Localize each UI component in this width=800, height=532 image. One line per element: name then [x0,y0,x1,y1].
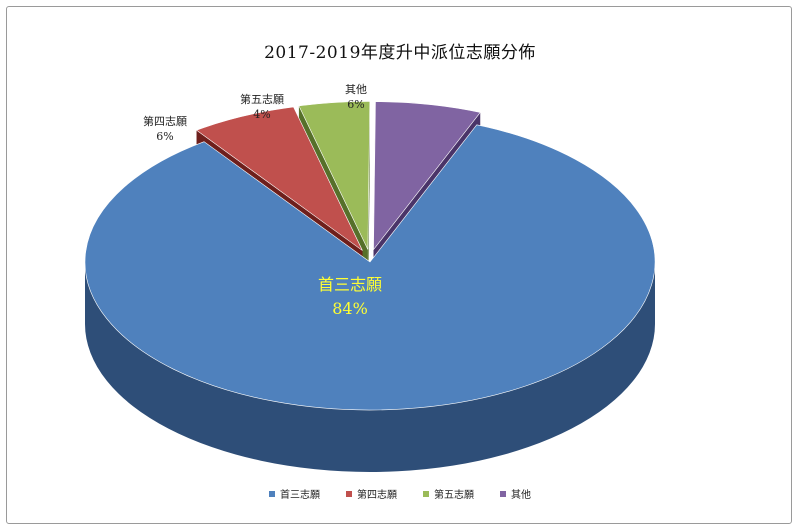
chart-title: 2017-2019年度升中派位志願分佈 [264,43,536,63]
legend-item-2: 第四志願 [346,486,397,501]
slice-label-2: 第四志願 [143,114,187,128]
slice-value-2: 6% [156,130,173,143]
legend-label: 第四志願 [357,490,397,501]
pie-slice-top [298,101,371,250]
legend-label: 第五志願 [434,490,474,501]
slice-value-4: 6% [347,98,364,111]
legend-swatch [346,490,352,497]
pie-slice-1 [84,124,656,472]
legend-item-4: 其他 [500,486,531,501]
slice-value-1: 84% [332,299,368,318]
pie-slice-top [373,101,481,251]
legend-swatch [423,490,429,497]
slice-label-4: 其他 [345,83,367,96]
legend-swatch [269,490,275,497]
pie-slice-top [195,106,363,251]
legend-item-1: 首三志願 [269,486,320,501]
slice-label-3: 第五志願 [240,92,284,106]
slice-label-1: 首三志願 [318,275,382,294]
legend-swatch [500,490,506,497]
legend-item-3: 第五志願 [423,486,474,501]
slice-value-3: 4% [253,108,270,121]
legend-label: 其他 [511,490,531,501]
legend-label: 首三志願 [280,490,320,501]
chart-legend: 首三志願 第四志願 第五志願 其他 [0,486,800,501]
pie-slice-top [84,124,656,411]
pie-slice-side [85,262,655,472]
